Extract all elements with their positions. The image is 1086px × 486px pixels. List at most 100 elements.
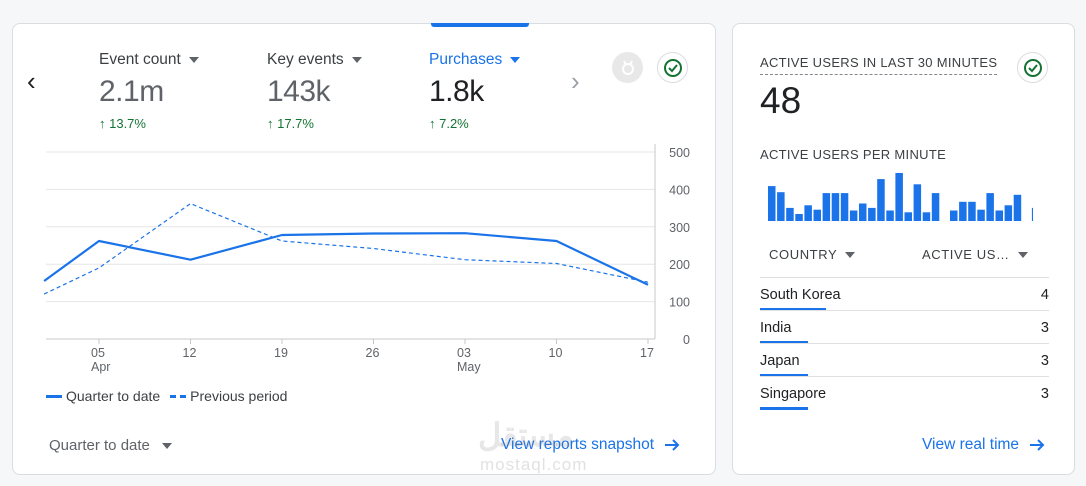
minute-bar[interactable] [813, 209, 822, 221]
x-tick-label: 19 [274, 346, 288, 360]
metric-value: 1.8k [429, 75, 484, 108]
minute-bar[interactable] [922, 212, 931, 221]
country-name: India [760, 320, 792, 336]
view-reports-snapshot-label: View reports snapshot [501, 436, 655, 453]
chevron-right-icon[interactable]: › [571, 66, 580, 96]
x-tick-label: 03 [457, 346, 471, 360]
column-country-label: COUNTRY [769, 247, 838, 262]
minute-bar[interactable] [904, 212, 913, 221]
arrow-right-icon [1030, 439, 1045, 451]
metric-delta: ↑ 17.7% [267, 116, 314, 131]
check-circle-icon[interactable] [657, 52, 688, 83]
minute-bar[interactable] [950, 210, 958, 222]
metric-value: 2.1m [99, 75, 164, 108]
x-tick-label: 17 [640, 346, 654, 360]
series-line-quarter-to-date [43, 232, 649, 286]
minute-bar[interactable] [795, 214, 803, 221]
minute-bar[interactable] [968, 201, 976, 221]
per-minute-label: ACTIVE USERS PER MINUTE [760, 147, 947, 162]
country-name: Japan [760, 353, 800, 369]
minute-bar[interactable] [868, 207, 876, 221]
view-real-time-link[interactable]: View real time [922, 436, 1045, 454]
minute-bar[interactable] [831, 193, 840, 221]
country-users: 4 [1040, 287, 1049, 303]
date-range-dropdown[interactable]: Quarter to date [49, 437, 172, 454]
minute-bar[interactable] [977, 209, 985, 221]
minute-bar[interactable] [959, 201, 967, 221]
x-tick-label: 05 [91, 346, 105, 360]
metric-key-events[interactable]: Key events 143k ↑ 17.7% [267, 51, 362, 131]
per-minute-bar-chart [768, 173, 1033, 222]
date-range-label: Quarter to date [49, 437, 150, 454]
caret-down-icon [510, 57, 521, 63]
country-users: 3 [1040, 353, 1049, 369]
view-reports-snapshot-link[interactable]: View reports snapshot [501, 436, 680, 454]
metric-purchases[interactable]: Purchases 1.8k ↑ 7.2% [429, 51, 521, 131]
column-country[interactable]: COUNTRY [769, 247, 856, 262]
column-active-users-label: ACTIVE US… [922, 247, 1010, 262]
metric-label-text: Purchases [429, 51, 503, 68]
chevron-left-icon[interactable]: ‹ [27, 66, 36, 96]
minute-bar[interactable] [1013, 194, 1022, 221]
view-real-time-label: View real time [922, 436, 1020, 453]
minute-bar[interactable] [840, 193, 849, 221]
x-tick-month: Apr [91, 360, 110, 374]
minute-bar[interactable] [822, 193, 831, 221]
minute-bar[interactable] [1004, 205, 1013, 221]
legend-current: Quarter to date [66, 388, 161, 404]
insights-badge-icon[interactable] [612, 52, 643, 83]
minute-bar[interactable] [804, 205, 812, 221]
share-bar [760, 308, 826, 311]
minute-bar[interactable] [768, 186, 776, 221]
table-row[interactable]: Japan 3 [760, 343, 1049, 377]
table-row[interactable]: India 3 [760, 310, 1049, 344]
caret-down-icon [188, 57, 199, 63]
y-tick-label: 400 [669, 183, 690, 197]
minute-bar[interactable] [777, 192, 785, 221]
share-bar [760, 407, 809, 410]
caret-down-icon [351, 57, 362, 63]
minute-bar[interactable] [986, 193, 994, 221]
realtime-title[interactable]: ACTIVE USERS IN LAST 30 MINUTES [760, 55, 998, 75]
legend-solid-swatch [46, 394, 62, 398]
y-tick-label: 100 [669, 296, 690, 310]
chart-legend: Quarter to date Previous period [46, 388, 287, 404]
share-bar [760, 341, 809, 344]
active-users-count: 48 [760, 80, 802, 121]
minute-bar[interactable] [877, 179, 885, 221]
metric-value: 143k [267, 75, 331, 108]
check-circle-icon[interactable] [1017, 52, 1048, 83]
series-line-previous-period [43, 203, 649, 295]
report-snapshot-card: ‹ Event count 2.1m ↑ 13.7% Key events 14… [12, 23, 716, 475]
minute-bar[interactable] [913, 184, 922, 221]
metric-label: Key events [267, 51, 362, 69]
minute-bar[interactable] [995, 210, 1004, 222]
table-row[interactable]: South Korea 4 [760, 277, 1049, 311]
caret-down-icon [1017, 251, 1028, 258]
column-active-users[interactable]: ACTIVE US… [922, 247, 1028, 262]
y-tick-label: 500 [669, 146, 690, 160]
minute-bar[interactable] [895, 173, 903, 221]
minute-bar[interactable] [786, 207, 794, 221]
minute-bar[interactable] [886, 210, 894, 222]
caret-down-icon [845, 251, 856, 258]
country-name: South Korea [760, 287, 841, 303]
minute-bar[interactable] [849, 210, 858, 222]
metric-event-count[interactable]: Event count 2.1m ↑ 13.7% [99, 51, 199, 131]
minute-bar[interactable] [1031, 207, 1033, 221]
y-tick-label: 200 [669, 258, 690, 272]
metric-label: Purchases [429, 51, 521, 69]
share-bar [760, 374, 809, 377]
y-tick-label: 300 [669, 221, 690, 235]
realtime-card: ACTIVE USERS IN LAST 30 MINUTES 48 ACTIV… [732, 23, 1075, 475]
metric-label-text: Event count [99, 51, 181, 68]
minute-bar[interactable] [859, 203, 867, 222]
minute-bar[interactable] [931, 193, 940, 221]
table-row[interactable]: Singapore 3 [760, 376, 1049, 410]
country-name: Singapore [760, 386, 827, 402]
metric-delta: ↑ 13.7% [99, 116, 146, 131]
selected-metric-indicator [431, 23, 529, 27]
x-tick-label: 26 [366, 346, 380, 360]
legend-dashed-swatch [170, 394, 187, 398]
